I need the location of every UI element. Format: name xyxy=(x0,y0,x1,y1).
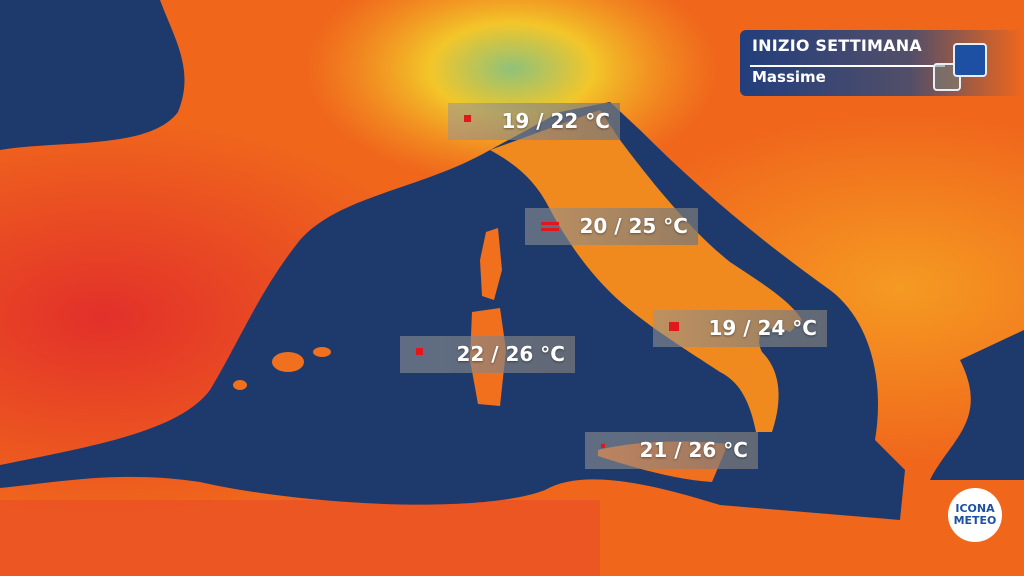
red-flag-icon xyxy=(416,348,423,355)
aegean xyxy=(930,330,1024,480)
temp-value: 20 / 25 °C xyxy=(579,214,688,238)
corsica xyxy=(480,228,502,300)
red-flag-icon xyxy=(464,115,471,122)
mallorca xyxy=(272,352,304,372)
page-subtitle: Massime xyxy=(752,68,826,86)
red-flag-icon xyxy=(601,444,605,448)
atlantic xyxy=(0,0,185,150)
sea xyxy=(0,0,1024,520)
italy xyxy=(490,110,802,432)
red-flag-icon xyxy=(669,322,679,331)
temp-label-south-italy: 19 / 24 °C xyxy=(653,310,827,347)
ibiza xyxy=(233,380,247,390)
temp-label-sardinia: 22 / 26 °C xyxy=(400,336,575,373)
temp-value: 21 / 26 °C xyxy=(639,438,748,462)
temp-value: 22 / 26 °C xyxy=(456,342,565,366)
temp-label-central-italy: 20 / 25 °C xyxy=(525,208,698,245)
page-title: INIZIO SETTIMANA xyxy=(752,36,922,55)
logo-line-2: METEO xyxy=(953,514,997,527)
temp-label-north-italy: 19 / 22 °C xyxy=(448,103,620,140)
title-divider xyxy=(750,65,945,67)
menorca xyxy=(313,347,331,357)
logo-line-1: ICONA xyxy=(955,502,995,515)
red-flag-icon xyxy=(541,222,559,225)
temp-value: 19 / 24 °C xyxy=(708,316,817,340)
square-logo-small-icon xyxy=(933,63,961,91)
iconameteo-logo: ICONA METEO xyxy=(948,488,1002,542)
square-logo-big-icon xyxy=(953,43,987,77)
mediterranean xyxy=(0,102,905,520)
temp-value: 19 / 22 °C xyxy=(501,109,610,133)
temp-label-sicily: 21 / 26 °C xyxy=(585,432,758,469)
title-panel: INIZIO SETTIMANA Massime xyxy=(740,30,1024,96)
